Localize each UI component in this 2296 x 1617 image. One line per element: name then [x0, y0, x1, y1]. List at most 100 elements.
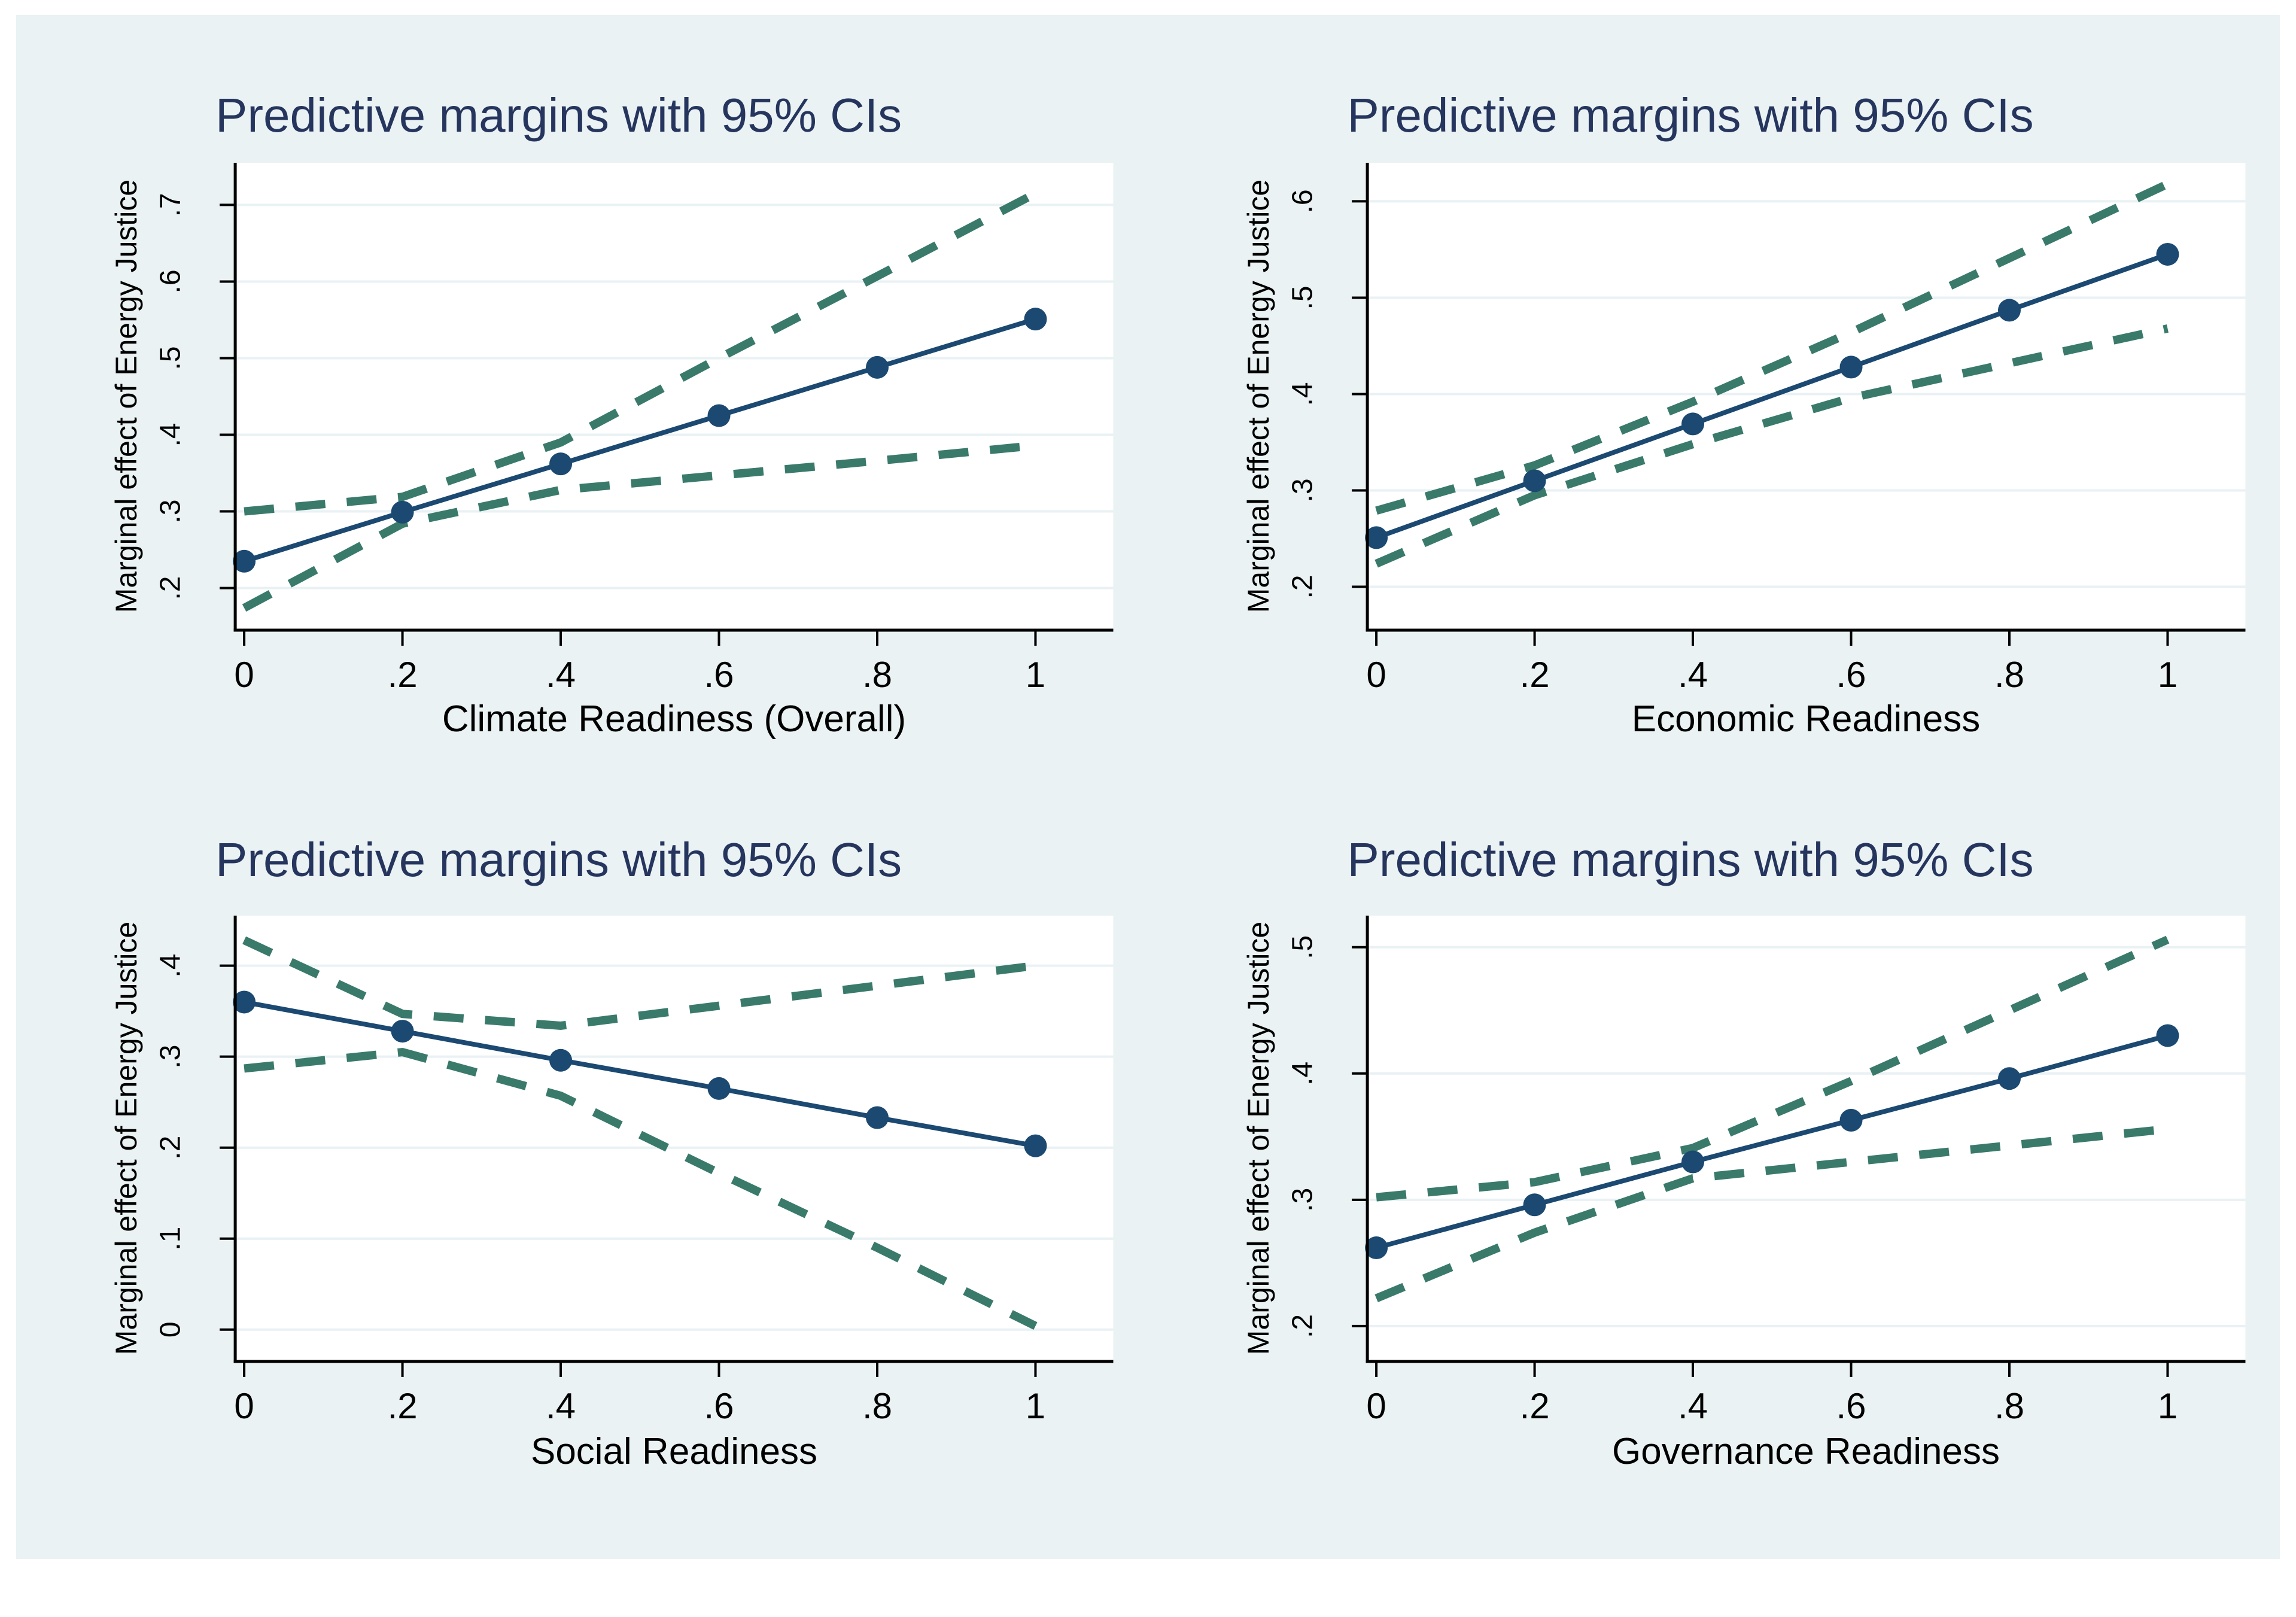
panel-governance-readiness: .2 .3 .4 .5 0 .2 .4 .6 .8 1 Predictive margins wi…: [1148, 763, 2280, 1559]
y-tick-label: .3: [155, 1045, 187, 1069]
y-tick-label: .3: [1287, 1188, 1318, 1212]
x-tick-label: 1: [1026, 1386, 1045, 1426]
data-point-marker: [865, 1106, 889, 1129]
x-axis-label: Social Readiness: [530, 1431, 818, 1472]
x-tick-label: .2: [388, 655, 418, 695]
data-point-marker: [1024, 308, 1047, 331]
y-tick-label: .3: [1287, 478, 1318, 502]
economic-chart-svg: .2 .3 .4 .5 .6 0 .2 .4 .6 .8 1: [1287, 163, 2245, 695]
x-tick-label: 1: [2157, 1386, 2177, 1426]
data-point-marker: [1024, 1134, 1047, 1157]
y-tick-label: .2: [1287, 1314, 1318, 1338]
data-point-marker: [233, 549, 256, 573]
ci-line: [244, 190, 1038, 516]
ci-line: [244, 1047, 1038, 1330]
social-chart-svg: 0 .1 .2 .3 .4 0 .2 .4 .6 .8 1: [155, 916, 1114, 1426]
y-tick-label: .7: [155, 193, 187, 217]
y-tick-label: .2: [155, 1136, 187, 1160]
x-tick-label: .2: [1519, 1386, 1549, 1426]
figure-canvas: .2 .3 .4 .5 .6 .7 0 .2 .4 .6 .8 1 Predictive margin…: [16, 15, 2280, 1559]
panel-title: Predictive margins with 95% CIs: [1347, 833, 2034, 886]
plot-area: [235, 916, 1114, 1361]
data-point-marker: [549, 452, 573, 476]
x-tick-label: 0: [234, 655, 254, 695]
y-tick-label: .5: [1287, 935, 1318, 959]
y-tick-label: .5: [1287, 285, 1318, 309]
governance-chart-svg: .2 .3 .4 .5 0 .2 .4 .6 .8 1: [1287, 916, 2245, 1426]
margin-line: [1375, 1033, 2168, 1250]
x-tick-label: .4: [546, 1386, 576, 1426]
margin-line: [1375, 252, 2169, 540]
x-tick-label: .8: [1994, 655, 2024, 695]
x-tick-label: .2: [1519, 655, 1549, 695]
data-point-marker: [549, 1048, 573, 1072]
ci-line: [1374, 180, 2169, 515]
x-tick-label: .6: [1836, 1386, 1866, 1426]
y-tick-label: .4: [1287, 1062, 1318, 1086]
x-tick-label: .6: [704, 1386, 734, 1426]
y-tick-label: .6: [1287, 189, 1318, 213]
margin-line: [244, 999, 1036, 1148]
data-point-marker: [391, 500, 414, 524]
data-point-marker: [233, 990, 256, 1014]
x-tick-label: .4: [1678, 655, 1708, 695]
y-tick-label: .1: [155, 1227, 187, 1251]
x-axis-label: Climate Readiness (Overall): [442, 698, 907, 740]
y-tick-label: .3: [155, 500, 187, 524]
data-point-marker: [1364, 526, 1388, 549]
x-tick-label: .2: [388, 1386, 418, 1426]
data-point-marker: [1681, 412, 1704, 436]
y-tick-label: .5: [155, 346, 187, 370]
x-tick-label: .8: [862, 1386, 892, 1426]
x-axis-label: Economic Readiness: [1631, 698, 1981, 740]
x-tick-label: 0: [1366, 655, 1386, 695]
margin-line: [243, 317, 1036, 564]
data-point-marker: [1839, 355, 1863, 379]
y-tick-label: 0: [155, 1321, 187, 1338]
data-point-marker: [1839, 1108, 1863, 1132]
y-tick-label: .4: [1287, 382, 1318, 406]
ci-line: [242, 936, 1036, 1031]
data-point-marker: [707, 1077, 731, 1100]
x-tick-label: 1: [2157, 655, 2177, 695]
panel-social-readiness: 0 .1 .2 .3 .4 0 .2 .4 .6 .8 1 Predictive margins w…: [16, 763, 1148, 1559]
data-point-marker: [2155, 1024, 2179, 1047]
panel-climate-readiness: .2 .3 .4 .5 .6 .7 0 .2 .4 .6 .8 1 Predictive margin…: [16, 15, 1148, 763]
panel-title: Predictive margins with 95% CIs: [1347, 89, 2034, 142]
data-point-marker: [1523, 469, 1546, 493]
data-point-marker: [391, 1020, 414, 1043]
y-tick-label: .4: [155, 423, 187, 447]
data-point-marker: [1997, 1067, 2021, 1090]
x-tick-label: 1: [1026, 655, 1045, 695]
plot-area: [1367, 916, 2245, 1361]
ci-line: [1374, 1124, 2168, 1302]
plot-area: [235, 163, 1114, 630]
data-point-marker: [1681, 1150, 1704, 1174]
data-point-marker: [865, 355, 889, 379]
panel-economic-readiness: .2 .3 .4 .5 .6 0 .2 .4 .6 .8 1 Predictive margins …: [1148, 15, 2280, 763]
panel-title: Predictive margins with 95% CIs: [215, 833, 902, 886]
panel-title: Predictive margins with 95% CIs: [215, 89, 902, 142]
x-axis-label: Governance Readiness: [1612, 1431, 2000, 1472]
x-tick-label: .6: [704, 655, 734, 695]
y-axis-label: Marginal effect of Energy Justice: [110, 921, 143, 1355]
y-tick-label: .4: [155, 954, 187, 978]
x-tick-label: 0: [1366, 1386, 1386, 1426]
data-point-marker: [707, 404, 731, 427]
climate-chart-svg: .2 .3 .4 .5 .6 .7 0 .2 .4 .6 .8 1: [155, 163, 1114, 695]
x-tick-label: .8: [862, 655, 892, 695]
x-tick-label: .8: [1994, 1386, 2024, 1426]
y-axis-label: Marginal effect of Energy Justice: [1241, 921, 1275, 1355]
data-point-marker: [1997, 299, 2021, 322]
data-point-marker: [2155, 242, 2179, 266]
x-tick-label: .6: [1836, 655, 1866, 695]
plot-area: [1367, 163, 2245, 630]
ci-line: [1374, 324, 2169, 568]
x-tick-label: 0: [234, 1386, 254, 1426]
y-tick-label: .2: [155, 576, 187, 600]
y-tick-label: .2: [1287, 575, 1318, 599]
y-tick-label: .6: [155, 269, 187, 293]
data-point-marker: [1523, 1193, 1546, 1217]
x-tick-label: .4: [1678, 1386, 1708, 1426]
ci-line: [242, 441, 1036, 612]
